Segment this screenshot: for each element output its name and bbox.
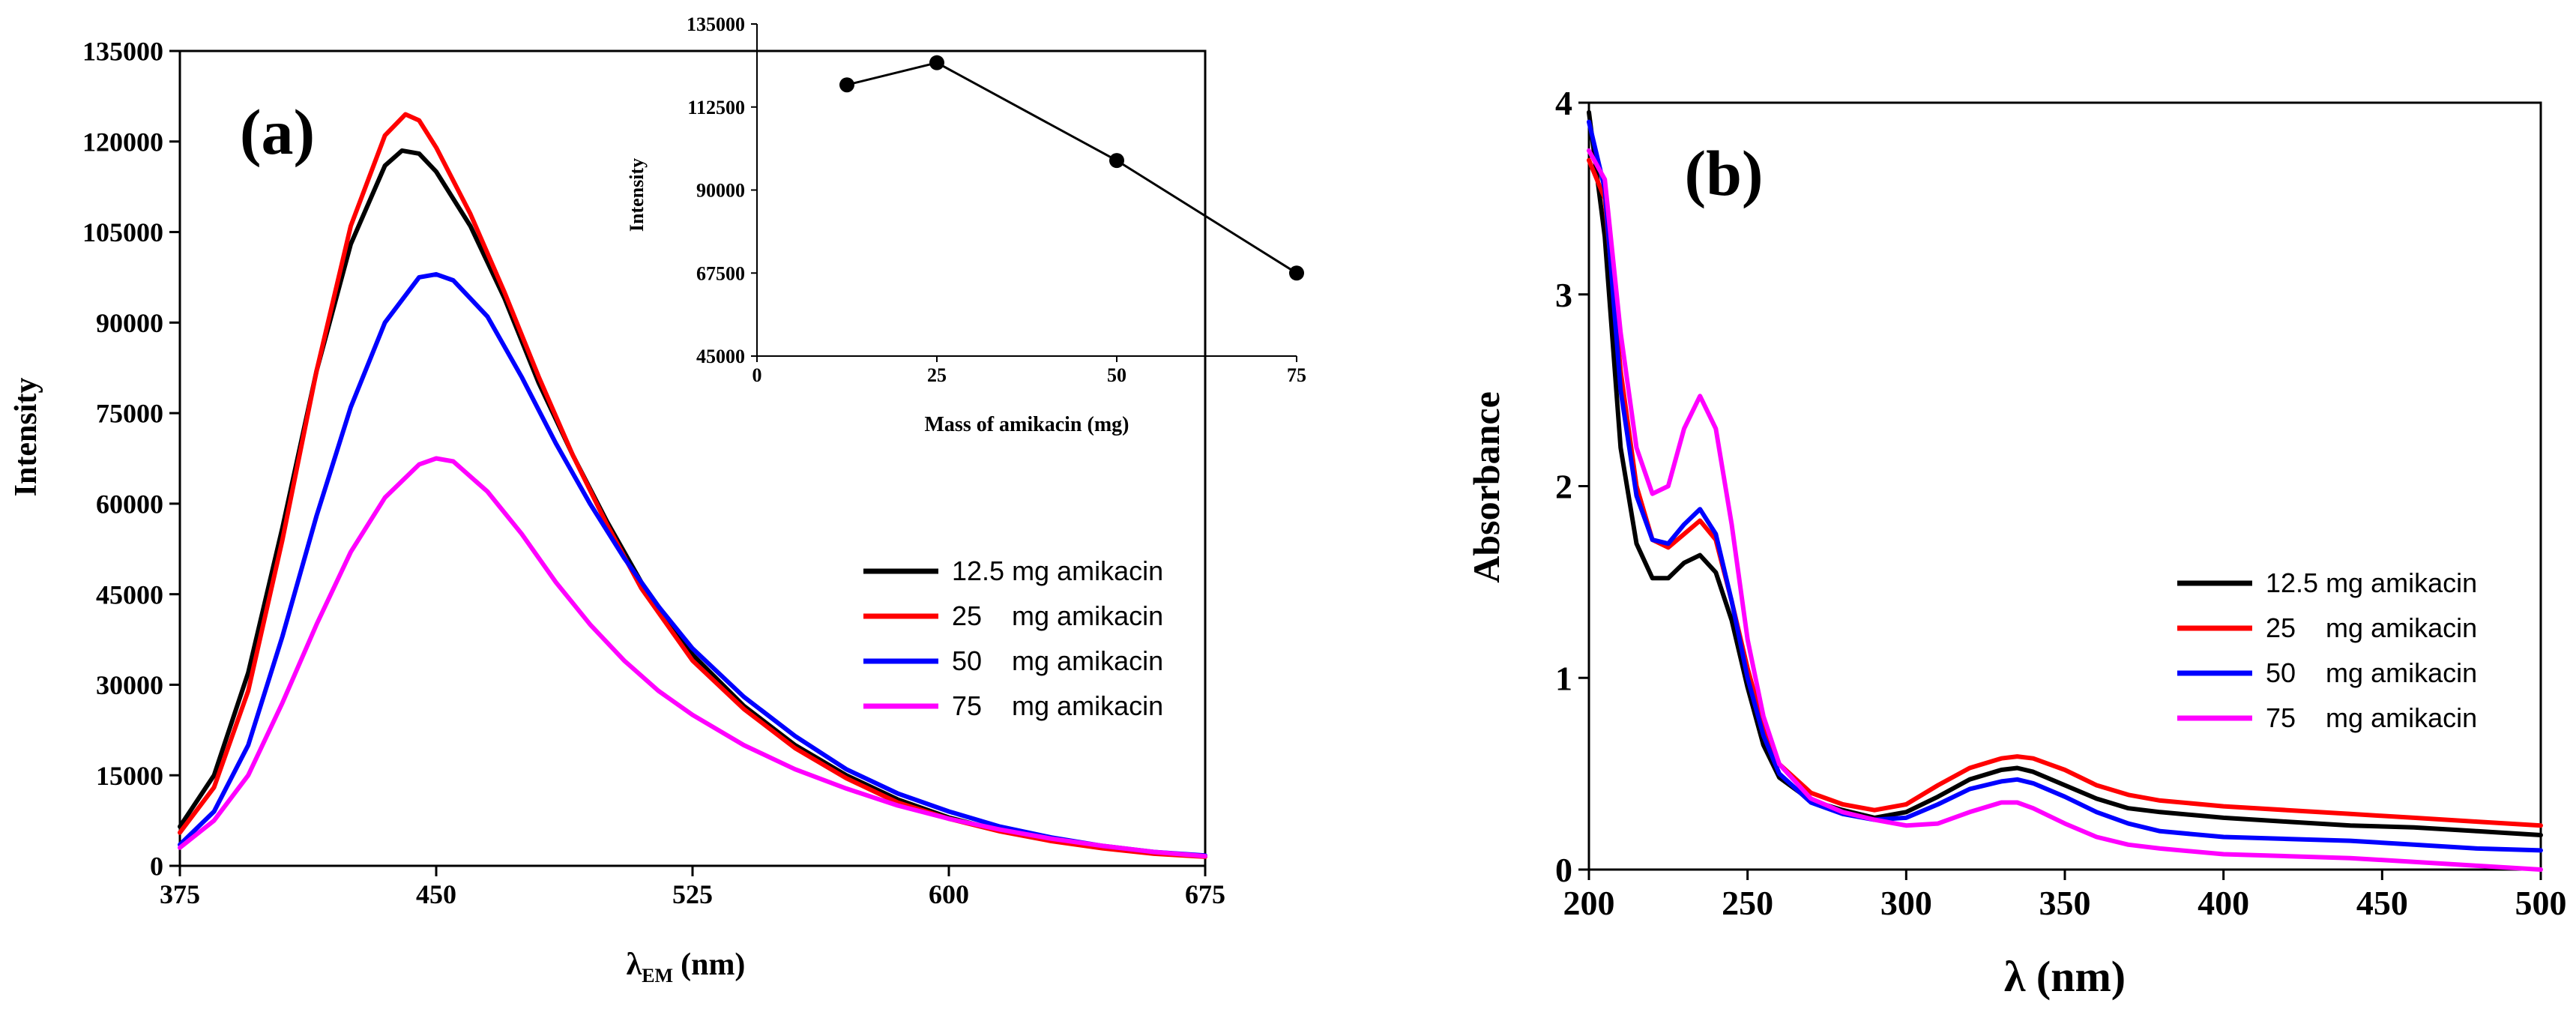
panel-a-label: (a)	[240, 96, 315, 168]
inset-x-axis-label: Mass of amikacin (mg)	[925, 413, 1129, 436]
panel-b-legend-label: 25 mg amikacin	[2266, 612, 2477, 643]
panel-b-label: (b)	[1684, 137, 1763, 209]
inset-x-tick-label: 75	[1287, 364, 1306, 386]
inset-y-tick-label: 45000	[696, 346, 745, 367]
inset-x-tick-label: 0	[752, 364, 762, 386]
panel-a-y-tick-label: 75000	[96, 399, 163, 429]
panel-a-x-tick-label: 675	[1185, 879, 1225, 909]
panel-b-x-tick-label: 500	[2515, 884, 2567, 922]
panel-a-series-line-1	[178, 148, 1207, 859]
panel-a-y-tick-label: 60000	[96, 489, 163, 519]
panel-b-series-line-1	[1587, 109, 2543, 837]
inset-x-tick-label: 50	[1107, 364, 1126, 386]
panel-a-y-tick-label: 90000	[96, 308, 163, 338]
panel-a-x-tick-label: 525	[672, 879, 713, 909]
panel-a-emission-chart: (a) Intensity λEM (nm) 375 450 525 600 675 0 15…	[9, 37, 1225, 987]
panel-b-x-tick-label: 400	[2198, 884, 2249, 922]
inset-data-point	[1109, 153, 1124, 169]
panel-a-y-tick-label: 120000	[82, 127, 163, 157]
panel-b-legend: 12.5 mg amikacin 25 mg amikacin 50 mg amik…	[2177, 567, 2477, 733]
panel-a-legend-label: 25 mg amikacin	[952, 600, 1163, 631]
panel-a-y-axis-label: Intensity	[9, 378, 43, 497]
panel-a-x-tick-label: 450	[416, 879, 456, 909]
panel-a-x-axis-label-main: λ	[627, 948, 642, 982]
panel-a-x-tick-label: 600	[929, 879, 969, 909]
panel-b-y-axis-label: Absorbance	[1465, 391, 1507, 583]
panel-a-y-tick-label: 15000	[96, 761, 163, 791]
panel-a-y-tick-label: 135000	[82, 37, 163, 67]
inset-y-tick-label: 90000	[696, 180, 745, 202]
panel-b-x-axis-label: λ (nm)	[2004, 952, 2126, 1001]
panel-a-series-line-2	[178, 112, 1207, 859]
panel-b-y-tick-label: 1	[1555, 659, 1572, 697]
panel-a-x-axis-label-unit: (nm)	[681, 948, 745, 982]
panel-b-y-tick-label: 4	[1555, 84, 1572, 122]
panel-b-legend-label: 75 mg amikacin	[2266, 702, 2477, 733]
panel-b-x-tick-label: 250	[1722, 884, 1773, 922]
panel-a-x-axis-label-sub: EM	[642, 965, 673, 987]
panel-b-series-line-2	[1587, 157, 2543, 828]
panel-a-x-tick-label: 375	[160, 879, 200, 909]
panel-a-legend: 12.5 mg amikacin 25 mg amikacin 50 mg amik…	[863, 555, 1163, 721]
inset-data-point	[929, 55, 944, 70]
panel-b-x-tick-label: 300	[1880, 884, 1932, 922]
inset-x-tick-label: 25	[927, 364, 947, 386]
inset-y-tick-label: 112500	[687, 97, 745, 118]
inset-y-axis-label: Intensity	[626, 158, 648, 232]
panel-b-y-tick-label: 3	[1555, 276, 1572, 314]
panel-a-y-tick-label: 0	[150, 852, 163, 882]
inset-data-point	[1289, 265, 1304, 281]
panel-b-absorbance-chart: (b) Absorbance λ (nm) 200 250 300 350 400 450…	[1465, 84, 2567, 1001]
panel-b-x-tick-label: 350	[2039, 884, 2091, 922]
panel-a-series-line-4	[178, 456, 1207, 859]
panel-b-x-tick-label: 450	[2356, 884, 2408, 922]
inset-series-line-1	[845, 61, 1298, 274]
panel-a-legend-label: 75 mg amikacin	[952, 690, 1163, 721]
panel-a-legend-label: 12.5 mg amikacin	[952, 555, 1163, 586]
inset-intensity-chart: Intensity Mass of amikacin (mg) 0 25 50 75 4…	[626, 13, 1306, 436]
panel-b-legend-label: 12.5 mg amikacin	[2266, 567, 2477, 598]
inset-y-tick-label: 67500	[696, 262, 745, 284]
panel-b-legend-label: 50 mg amikacin	[2266, 657, 2477, 688]
panel-a-y-tick-label: 45000	[96, 579, 163, 609]
panel-a-series-line-3	[178, 271, 1207, 858]
panel-b-y-tick-label: 0	[1555, 851, 1572, 889]
inset-y-tick-label: 135000	[687, 13, 745, 35]
panel-b-y-tick-label: 2	[1555, 468, 1572, 506]
panel-b-series-line-4	[1587, 148, 2543, 872]
panel-a-legend-label: 50 mg amikacin	[952, 645, 1163, 676]
panel-a-x-axis-label: λEM (nm)	[627, 948, 746, 987]
panel-b-plot-frame	[1587, 101, 2542, 871]
panel-b-series-line-3	[1587, 119, 2543, 853]
panel-a-y-tick-label: 30000	[96, 670, 163, 700]
panel-b-x-tick-label: 200	[1563, 884, 1615, 922]
inset-data-point	[839, 77, 854, 93]
panel-a-y-tick-label: 105000	[82, 217, 163, 247]
